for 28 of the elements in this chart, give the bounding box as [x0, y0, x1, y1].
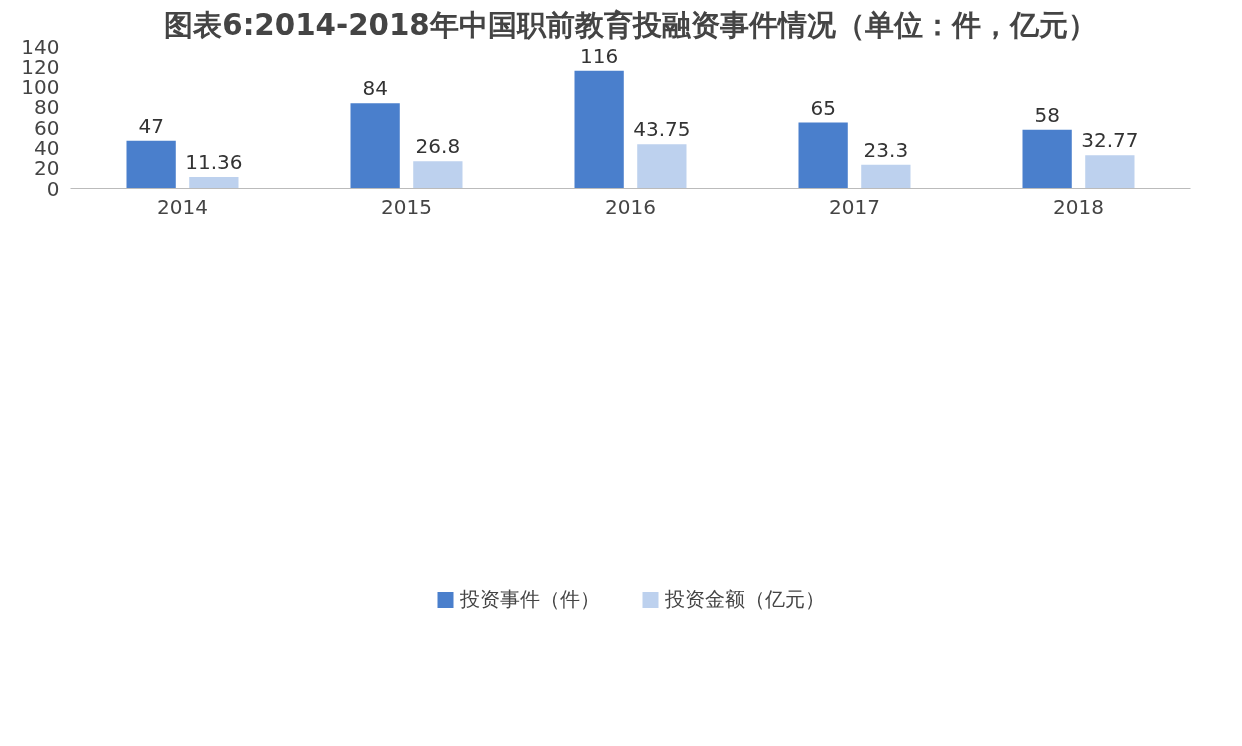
bar	[861, 164, 911, 189]
data-label: 32.77	[1081, 128, 1139, 153]
data-label: 26.8	[415, 134, 461, 159]
legend-label: 投资事件（件）	[460, 585, 600, 613]
bar	[413, 161, 463, 189]
chart-title: 图表6:2014-2018年中国职前教育投融资事件情况（单位：件，亿元）	[164, 7, 1097, 42]
bar	[637, 144, 687, 189]
data-label: 47	[138, 113, 164, 138]
data-label: 23.3	[863, 137, 909, 162]
x-tick-label: 2016	[605, 194, 656, 219]
data-label: 43.75	[633, 117, 691, 142]
bar	[350, 103, 400, 189]
legend-label: 投资金额（亿元）	[665, 585, 825, 613]
bar	[1085, 155, 1135, 189]
bar	[798, 122, 848, 189]
x-tick-label: 2015	[381, 194, 432, 219]
bar	[574, 70, 624, 189]
x-tick-label: 2017	[829, 194, 880, 219]
data-label: 58	[1034, 102, 1060, 127]
bar	[1022, 129, 1072, 189]
bar	[189, 176, 239, 189]
x-tick-label: 2014	[157, 194, 208, 219]
bar	[126, 140, 176, 189]
data-label: 84	[362, 76, 388, 101]
x-tick-label: 2018	[1053, 194, 1104, 219]
data-label: 65	[810, 95, 836, 120]
data-label: 116	[580, 43, 619, 68]
data-label: 11.36	[185, 149, 243, 174]
